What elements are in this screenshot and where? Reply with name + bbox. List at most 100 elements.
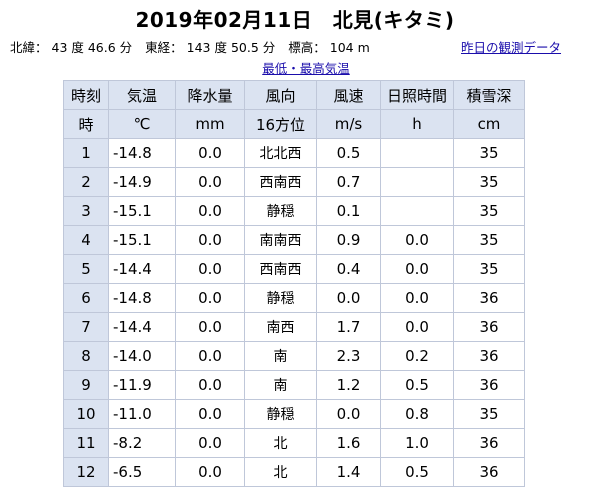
cell-precipitation: 0.0 xyxy=(175,457,245,487)
cell-temperature: -14.8 xyxy=(108,138,176,168)
cell-wind-speed: 0.0 xyxy=(316,399,381,429)
cell-temperature: -14.9 xyxy=(108,167,176,197)
cell-sunshine: 0.0 xyxy=(380,312,454,342)
table-row: 1 -14.8 0.0 北北西 0.5 35 xyxy=(63,138,525,168)
cell-hour: 2 xyxy=(63,167,109,197)
cell-hour: 1 xyxy=(63,138,109,168)
cell-wind-direction: 静穏 xyxy=(244,399,317,429)
cell-hour: 9 xyxy=(63,370,109,400)
cell-precipitation: 0.0 xyxy=(175,428,245,458)
cell-sunshine: 0.5 xyxy=(380,457,454,487)
cell-wind-direction: 静穏 xyxy=(244,196,317,226)
cell-wind-speed: 1.4 xyxy=(316,457,381,487)
cell-sunshine: 0.5 xyxy=(380,370,454,400)
cell-temperature: -8.2 xyxy=(108,428,176,458)
previous-day-data-link[interactable]: 昨日の観測データ xyxy=(461,40,562,55)
table-body: 1 -14.8 0.0 北北西 0.5 35 2 -14.9 0.0 西南西 0.7 35 3 -15.1… xyxy=(63,138,525,487)
cell-wind-direction: 西南西 xyxy=(244,167,317,197)
cell-hour: 11 xyxy=(63,428,109,458)
unit-sunshine: h xyxy=(380,109,454,139)
cell-sunshine xyxy=(380,196,454,226)
cell-temperature: -14.8 xyxy=(108,283,176,313)
cell-snow-depth: 36 xyxy=(453,370,525,400)
station-info: 北緯： 43 度 46.6 分 東経： 143 度 50.5 分 標高： 104… xyxy=(10,37,370,56)
table-row: 11 -8.2 0.0 北 1.6 1.0 36 xyxy=(63,428,525,458)
unit-snow-depth: cm xyxy=(453,109,525,139)
cell-wind-speed: 2.3 xyxy=(316,341,381,371)
unit-precipitation: mm xyxy=(175,109,245,139)
table-row: 4 -15.1 0.0 南南西 0.9 0.0 35 xyxy=(63,225,525,255)
table-row: 3 -15.1 0.0 静穏 0.1 35 xyxy=(63,196,525,226)
altitude-label: 標高： xyxy=(288,40,326,55)
cell-hour: 4 xyxy=(63,225,109,255)
page-title: 2019年02月11日 北見(キタミ) xyxy=(135,8,455,32)
cell-wind-speed: 0.9 xyxy=(316,225,381,255)
cell-wind-speed: 0.0 xyxy=(316,283,381,313)
cell-snow-depth: 35 xyxy=(453,196,525,226)
cell-wind-speed: 0.5 xyxy=(316,138,381,168)
cell-sunshine xyxy=(380,167,454,197)
cell-temperature: -15.1 xyxy=(108,196,176,226)
cell-precipitation: 0.0 xyxy=(175,341,245,371)
unit-wind-speed: m/s xyxy=(316,109,381,139)
cell-hour: 10 xyxy=(63,399,109,429)
cell-wind-direction: 北 xyxy=(244,457,317,487)
cell-snow-depth: 36 xyxy=(453,283,525,313)
cell-precipitation: 0.0 xyxy=(175,399,245,429)
cell-snow-depth: 35 xyxy=(453,254,525,284)
table-row: 8 -14.0 0.0 南 2.3 0.2 36 xyxy=(63,341,525,371)
header-hour: 時刻 xyxy=(63,80,109,110)
table-row: 2 -14.9 0.0 西南西 0.7 35 xyxy=(63,167,525,197)
cell-snow-depth: 35 xyxy=(453,167,525,197)
cell-hour: 7 xyxy=(63,312,109,342)
table-row: 12 -6.5 0.0 北 1.4 0.5 36 xyxy=(63,457,525,487)
header-temperature: 気温 xyxy=(108,80,176,110)
cell-wind-direction: 南 xyxy=(244,370,317,400)
cell-precipitation: 0.0 xyxy=(175,370,245,400)
cell-sunshine: 0.0 xyxy=(380,283,454,313)
cell-wind-direction: 西南西 xyxy=(244,254,317,284)
table-header-row: 時刻 気温 降水量 風向 風速 日照時間 積雪深 xyxy=(63,80,525,110)
min-max-temperature-link[interactable]: 最低・最高気温 xyxy=(262,61,350,76)
cell-snow-depth: 35 xyxy=(453,138,525,168)
table-row: 5 -14.4 0.0 西南西 0.4 0.0 35 xyxy=(63,254,525,284)
cell-wind-speed: 1.2 xyxy=(316,370,381,400)
cell-snow-depth: 35 xyxy=(453,225,525,255)
cell-hour: 3 xyxy=(63,196,109,226)
table-row: 9 -11.9 0.0 南 1.2 0.5 36 xyxy=(63,370,525,400)
longitude-label: 東経： xyxy=(145,40,183,55)
cell-sunshine: 1.0 xyxy=(380,428,454,458)
table-units-row: 時 ℃ mm 16方位 m/s h cm xyxy=(63,109,525,139)
unit-wind-direction: 16方位 xyxy=(244,109,317,139)
cell-precipitation: 0.0 xyxy=(175,312,245,342)
cell-temperature: -6.5 xyxy=(108,457,176,487)
cell-wind-speed: 0.1 xyxy=(316,196,381,226)
table-row: 10 -11.0 0.0 静穏 0.0 0.8 35 xyxy=(63,399,525,429)
cell-wind-speed: 0.7 xyxy=(316,167,381,197)
cell-wind-direction: 南西 xyxy=(244,312,317,342)
header-sunshine: 日照時間 xyxy=(380,80,454,110)
cell-wind-speed: 0.4 xyxy=(316,254,381,284)
cell-precipitation: 0.0 xyxy=(175,167,245,197)
cell-temperature: -14.0 xyxy=(108,341,176,371)
longitude-value: 143 度 50.5 分 xyxy=(186,40,276,55)
cell-precipitation: 0.0 xyxy=(175,283,245,313)
cell-snow-depth: 35 xyxy=(453,399,525,429)
cell-sunshine: 0.0 xyxy=(380,254,454,284)
cell-precipitation: 0.0 xyxy=(175,254,245,284)
header-snow-depth: 積雪深 xyxy=(453,80,525,110)
cell-hour: 6 xyxy=(63,283,109,313)
cell-precipitation: 0.0 xyxy=(175,196,245,226)
cell-sunshine xyxy=(380,138,454,168)
cell-wind-direction: 北北西 xyxy=(244,138,317,168)
cell-sunshine: 0.2 xyxy=(380,341,454,371)
cell-precipitation: 0.0 xyxy=(175,138,245,168)
latitude-label: 北緯： xyxy=(10,40,48,55)
cell-temperature: -11.9 xyxy=(108,370,176,400)
cell-snow-depth: 36 xyxy=(453,428,525,458)
table-row: 6 -14.8 0.0 静穏 0.0 0.0 36 xyxy=(63,283,525,313)
cell-wind-speed: 1.6 xyxy=(316,428,381,458)
cell-wind-direction: 南南西 xyxy=(244,225,317,255)
latitude-value: 43 度 46.6 分 xyxy=(51,40,133,55)
cell-temperature: -11.0 xyxy=(108,399,176,429)
